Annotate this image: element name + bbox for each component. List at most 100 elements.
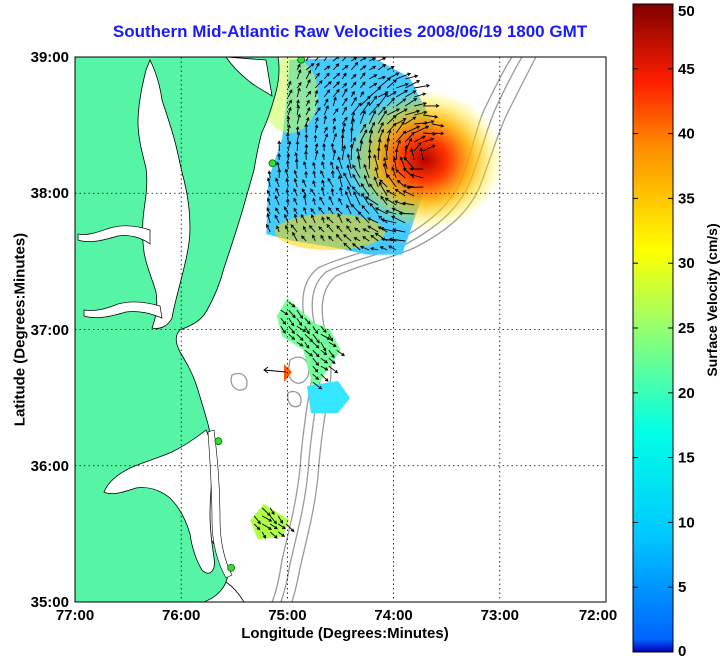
current-vector-arrow [286,152,291,161]
colorbar-tick-label: 15 [678,450,695,467]
current-vector-arrow [378,181,388,197]
current-vector-arrow [354,227,361,233]
current-vector-arrow [332,132,338,143]
current-vector-arrow [318,226,325,233]
current-vector-arrow [423,144,436,152]
current-vector-arrow [410,173,424,179]
current-vector-arrow [377,63,387,71]
current-vector-arrow [323,126,328,134]
current-vector-arrow [335,207,343,215]
current-vector-arrow [396,72,412,80]
current-vector-arrow [392,228,406,233]
current-vector-arrow [312,357,320,367]
current-vector-arrow [368,74,378,80]
current-vector-arrow [414,83,431,89]
current-vector-arrow [337,213,343,224]
current-vector-arrow [332,57,340,62]
current-vector-arrow [312,325,319,335]
current-vector-arrow [295,140,300,152]
current-vector-arrow [308,224,316,233]
current-vector-arrow [314,99,319,107]
y-tick-label: 37:00 [31,322,69,339]
current-vector-arrow [302,194,307,206]
colorbar-tick-label: 0 [678,643,686,659]
current-vector-arrow [293,177,298,188]
x-tick-label: 77:00 [56,607,94,624]
current-vector-arrow [312,349,320,358]
current-vector-arrow [369,202,379,215]
current-vector-arrow [361,192,370,206]
current-vector-arrow [287,99,292,107]
current-vector-arrow [423,120,435,125]
current-vector-arrow [323,115,328,125]
current-vector-arrow [314,62,320,71]
current-vector-arrow [277,140,281,151]
current-vector-arrow [394,200,406,206]
current-vector-arrow [341,144,347,161]
current-vector-arrow [304,133,309,143]
york-james-rivers [83,301,163,319]
current-vector-arrow [341,88,348,98]
current-vector-arrow [363,163,370,179]
current-vector-arrow [361,204,370,215]
current-vector-arrow [343,172,352,188]
current-vector-arrow [293,207,298,215]
current-vector-arrow [377,77,392,89]
current-vector-arrow [368,129,374,143]
current-vector-arrow [320,341,327,352]
current-vector-arrow [386,97,395,107]
current-vector-arrow [378,57,387,62]
current-vector-arrow [314,72,320,80]
current-vector-arrow [269,531,278,539]
current-vector-arrow [330,142,335,152]
current-vector-arrow [386,129,392,143]
chart-title: Southern Mid-Atlantic Raw Velocities 200… [112,22,588,41]
current-vector-arrow [274,195,280,206]
current-vector-arrow [314,142,319,152]
current-vector-arrow [332,63,340,71]
current-vector-arrow [277,531,286,537]
current-vector-arrow [341,97,348,107]
current-vector-arrow [328,235,334,242]
current-vector-arrow [353,237,361,242]
current-vector-arrow [321,179,325,188]
current-vector-arrow [314,124,319,134]
current-vector-arrow [380,237,397,242]
current-vector-arrow [263,366,287,374]
current-vector-arrow [314,117,319,125]
current-vector-arrow [380,226,397,233]
virginia-small-patch [307,381,350,413]
current-vector-arrow [352,164,361,179]
current-vector-arrow [368,95,378,107]
current-vector-arrow [296,99,300,107]
current-vector-arrow [304,341,310,349]
current-vector-arrow [406,185,424,190]
colorbar-tick-label: 25 [678,320,695,337]
current-vector-arrow [383,156,388,170]
current-vector-arrow [296,63,301,71]
colorbar-tick-label: 20 [678,385,695,402]
current-vector-arrow [267,170,272,179]
current-vector-arrow [312,179,316,188]
high-speed-core [347,90,503,230]
current-vector-arrow [383,143,388,161]
hatteras-shelf-patch [250,503,290,540]
current-vector-arrow [320,333,331,340]
current-vector-arrow [296,309,304,319]
current-vector-arrow [345,218,352,224]
x-tick-label: 76:00 [162,607,200,624]
current-vector-arrow [283,206,289,215]
current-vector-arrow [296,333,304,341]
current-vector-arrow [305,62,315,71]
current-vector-arrow [336,349,345,357]
current-vector-arrow [320,186,325,197]
colorbar-tick-label: 35 [678,190,695,207]
current-vector-arrow [352,173,361,188]
current-vector-arrow [261,507,271,517]
chesapeake-bay [137,59,191,329]
current-vector-arrow [338,174,343,188]
current-vector-arrow [368,82,378,89]
current-vector-arrow [330,187,335,197]
current-vector-arrow [296,317,303,327]
current-vector-arrow [323,81,332,89]
